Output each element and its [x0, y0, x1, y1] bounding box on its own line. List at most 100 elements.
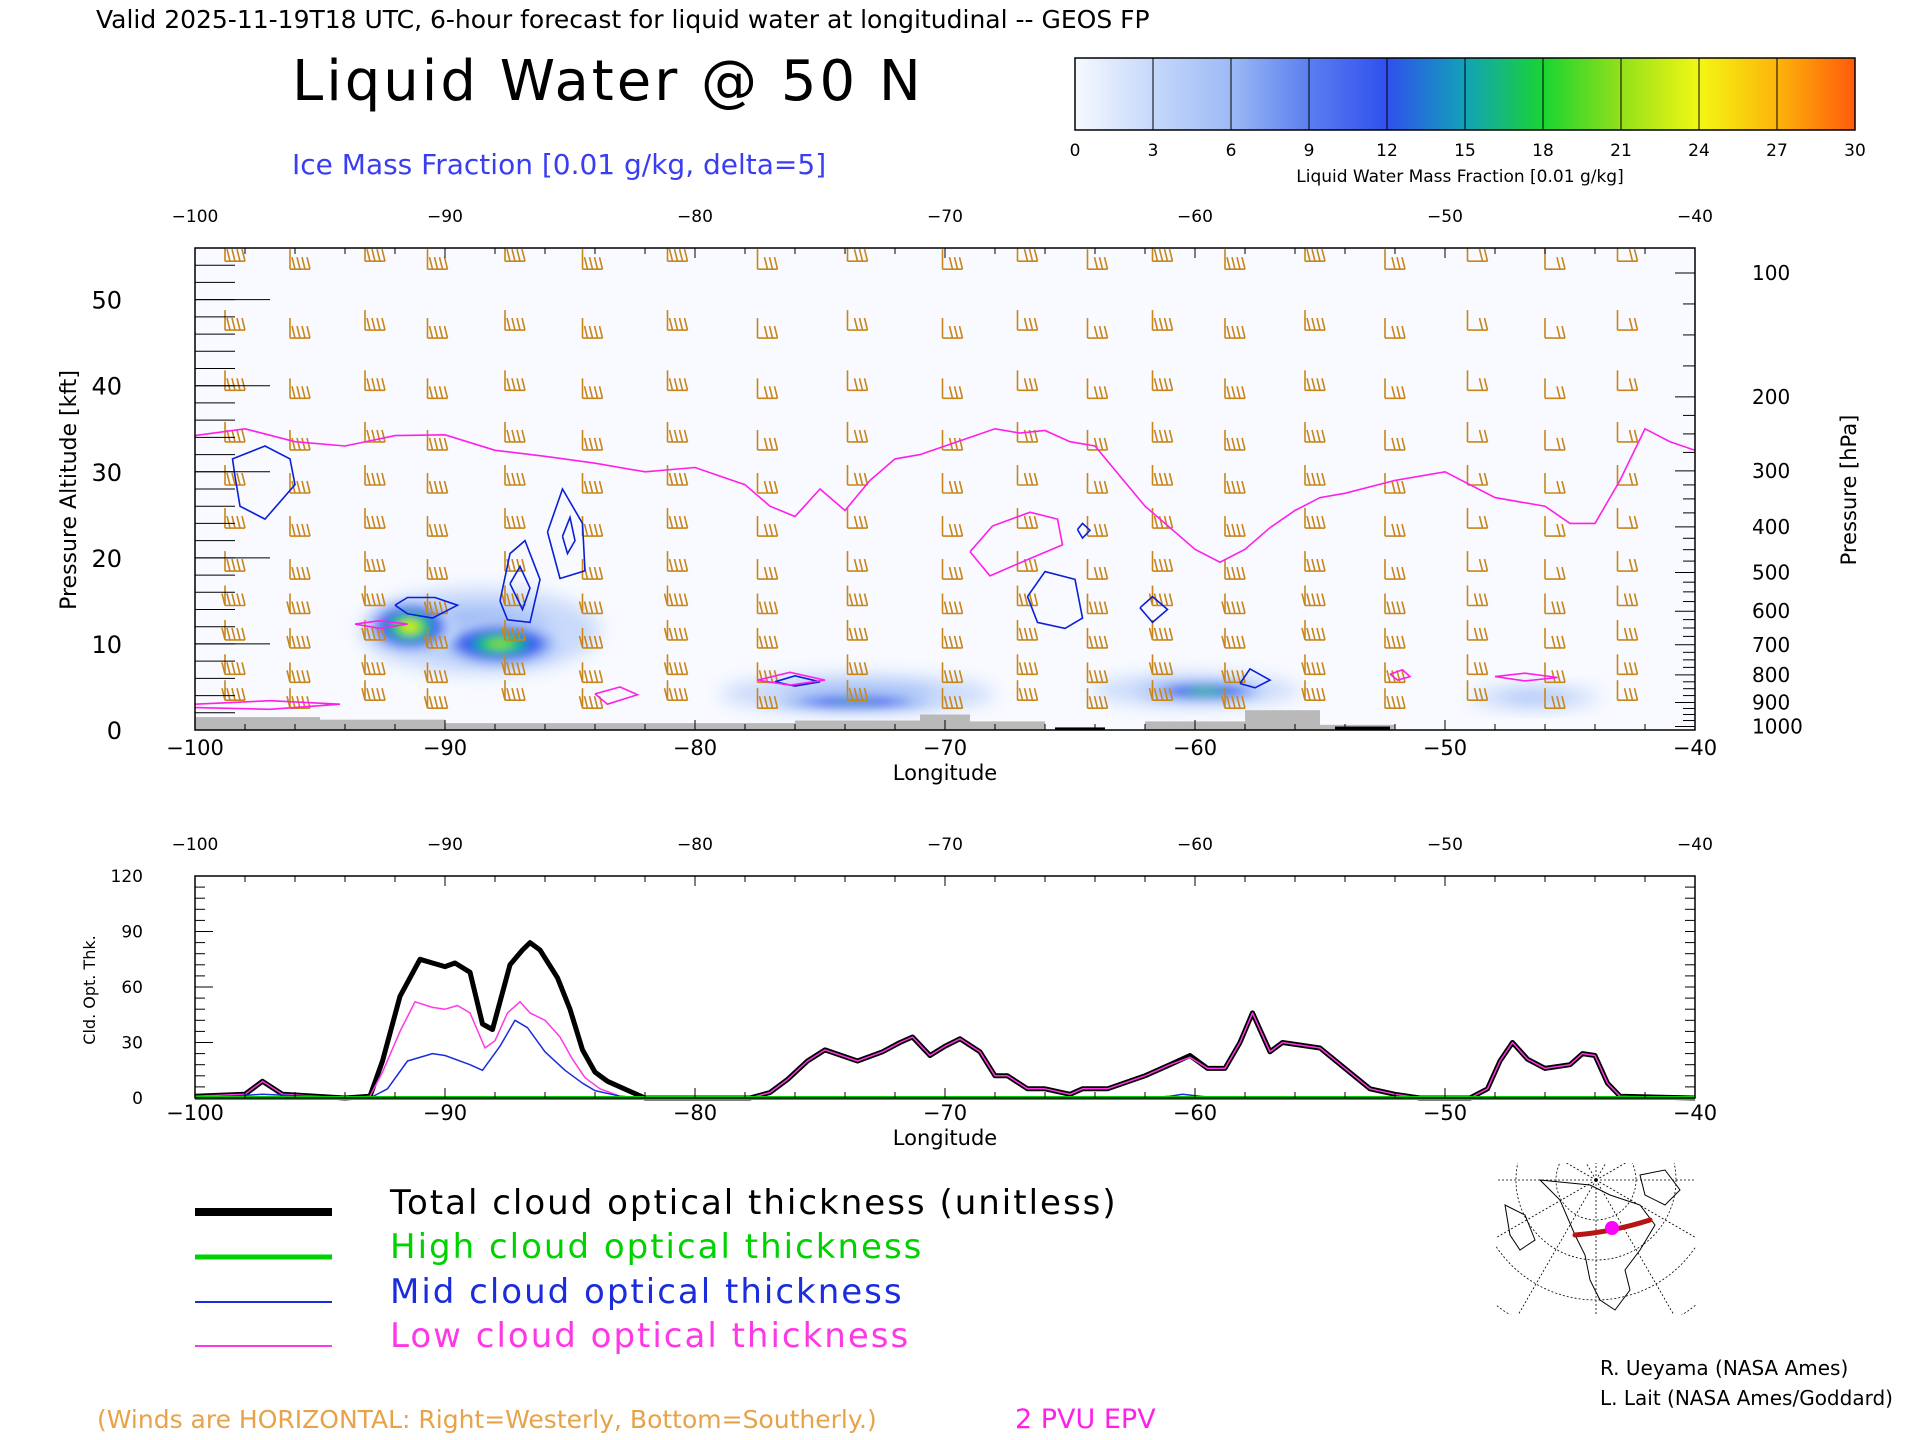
wind-barb-tick	[1301, 662, 1306, 675]
wind-barb-tick	[1623, 627, 1629, 641]
cross-section-x-tick-label-top: −40	[1677, 207, 1713, 227]
wind-barb-tick	[506, 378, 511, 391]
wind-barb-tick	[1158, 249, 1164, 262]
wind-barb	[224, 508, 246, 529]
wind-barb-tick	[516, 317, 521, 331]
wind-barb-tick	[958, 566, 964, 580]
wind-barb-tick	[1226, 635, 1231, 649]
wind-barb	[1224, 559, 1246, 580]
wind-barb-tick	[1028, 515, 1034, 529]
wind-barb-tick	[381, 662, 386, 675]
cross-section-y-tick-label: 50	[91, 287, 122, 315]
wind-barb-tick	[301, 601, 306, 614]
wind-barb	[666, 370, 689, 392]
wind-barb-tick	[668, 593, 674, 606]
wind-barb-tick	[1311, 687, 1316, 701]
wind-barb-tick	[1561, 480, 1566, 494]
wind-barb	[1224, 378, 1246, 400]
wind-barb-tick	[443, 386, 449, 399]
wind-barb-tick	[506, 317, 511, 331]
wind-barb-tick	[598, 325, 604, 339]
wind-barb-tick	[1311, 662, 1316, 675]
wind-barb-tick	[1093, 601, 1099, 614]
colorbar-tick-label: 21	[1610, 141, 1632, 161]
wind-barb-tick	[683, 378, 689, 391]
wind-barb-tick	[763, 601, 769, 614]
colorbar-tick-label: 3	[1148, 141, 1159, 161]
wind-barb-tick	[1391, 480, 1396, 494]
wind-barb	[1016, 248, 1039, 263]
wind-barb-tick	[958, 257, 964, 270]
wind-barb-tick	[1226, 670, 1231, 683]
wind-barb-tick	[1231, 325, 1236, 339]
map-coastline	[1639, 1169, 1681, 1206]
wind-barb-tick	[1556, 601, 1561, 614]
wind-barb-tick	[428, 695, 434, 709]
wind-barb-tick	[1306, 249, 1311, 262]
wind-barb-tick	[521, 378, 526, 391]
wind-barb-tick	[863, 627, 869, 641]
wind-barb	[361, 654, 386, 676]
wind-barb-tick	[1391, 325, 1396, 339]
wind-barb-tick	[511, 472, 516, 486]
cross-section-x-tick-label-top: −90	[427, 207, 463, 227]
wind-barb-tick	[511, 515, 516, 529]
wind-barb-tick	[1628, 378, 1634, 391]
wind-barb-tick	[1628, 687, 1634, 701]
colorbar-tick-label: 15	[1454, 141, 1476, 161]
wind-barb-tick	[858, 687, 864, 701]
wind-barb-tick	[1633, 558, 1639, 572]
wind-barb-tick	[668, 627, 674, 641]
wind-barb-tick	[381, 558, 386, 572]
wind-barb-tick	[1396, 523, 1401, 537]
wind-barb-tick	[1158, 317, 1164, 331]
wind-barb	[224, 370, 246, 392]
wind-barb-tick	[1633, 593, 1639, 606]
wind-barb-tick	[443, 695, 449, 709]
wind-barb-tick	[958, 386, 964, 399]
wind-barb-tick	[583, 523, 589, 537]
wind-barb-tick	[863, 378, 869, 391]
wind-barb-tick	[1226, 523, 1231, 537]
wind-barb	[426, 516, 449, 537]
wind-barb-tick	[231, 515, 236, 529]
optical-thickness-x-tick-label-top: −60	[1177, 835, 1213, 855]
wind-barb-tick	[433, 480, 439, 494]
wind-barb-tick	[598, 480, 604, 494]
wind-barb	[501, 680, 526, 701]
wind-barb-tick	[768, 325, 774, 339]
wind-barb-tick	[1473, 662, 1479, 675]
wind-barb-tick	[1391, 523, 1396, 537]
wind-barb	[1086, 249, 1109, 271]
wind-barb-tick	[1306, 662, 1311, 675]
wind-barb-tick	[1311, 249, 1316, 262]
wind-barb	[221, 585, 246, 607]
wind-barb	[423, 662, 449, 684]
wind-barb-tick	[428, 386, 434, 399]
wind-barb-tick	[428, 523, 434, 537]
map-meridian	[1517, 1179, 1597, 1315]
wind-barb-tick	[226, 378, 231, 391]
wind-barb	[426, 249, 449, 271]
wind-barb-tick	[583, 670, 589, 683]
wind-barb-tick	[1316, 515, 1321, 529]
wind-barb-tick	[1236, 566, 1241, 580]
wind-barb	[1384, 559, 1406, 580]
liquid-water-blob	[1140, 681, 1270, 701]
wind-barb-tick	[1311, 627, 1316, 641]
wind-barb-tick	[521, 662, 526, 675]
wind-barb-tick	[521, 687, 526, 701]
wind-barb-tick	[443, 480, 449, 494]
wind-barb-tick	[1478, 687, 1484, 701]
wind-barb-tick	[296, 480, 301, 494]
wind-barb-tick	[1561, 386, 1566, 399]
wind-barb-tick	[1483, 249, 1489, 262]
wind-barb-tick	[1236, 325, 1241, 339]
wind-barb-tick	[1628, 515, 1634, 529]
wind-barb-tick	[521, 317, 526, 331]
wind-barb-tick	[428, 635, 434, 649]
cross-section-y-tick-label: 30	[91, 459, 122, 487]
wind-barb	[1086, 473, 1109, 494]
colorbar-tick-label: 18	[1532, 141, 1554, 161]
wind-barb-tick	[306, 386, 311, 399]
